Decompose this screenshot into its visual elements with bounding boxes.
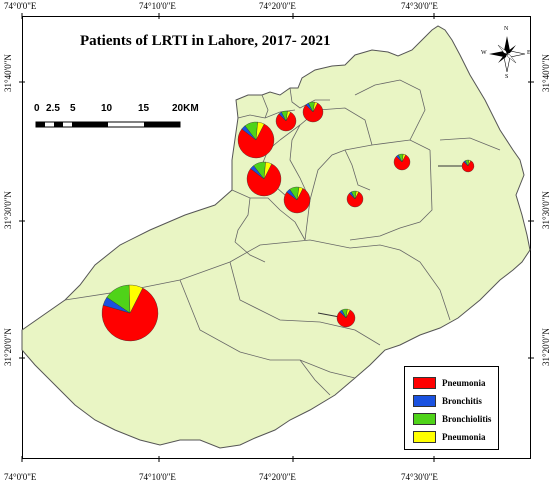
lahore-district-boundary	[21, 25, 531, 449]
north-arrow-s: S	[505, 74, 509, 80]
top-lon-label-3: 74°20'0"E	[259, 1, 296, 11]
scale-label-0: 0	[34, 103, 40, 114]
pie-charts	[101, 101, 475, 342]
map-title: Patients of LRTI in Lahore, 2017- 2021	[80, 33, 331, 49]
pie-southwest-large-slice-4	[128, 284, 143, 314]
pie-central-large-slice-1	[237, 123, 275, 159]
pie-east-3-slice-4	[354, 190, 359, 200]
scale-label-5: 5	[70, 103, 76, 114]
north-arrow	[489, 36, 526, 73]
scale-label-2-5: 2.5	[46, 103, 60, 114]
legend-swatch-pneumonia	[413, 377, 436, 389]
pie-east-1	[393, 153, 411, 171]
legend: Pneumonia Bronchitis Bronchiolitis Pneum…	[404, 366, 499, 450]
pie-east-3	[346, 190, 364, 208]
top-lon-label-1: 74°0'0"E	[4, 1, 37, 11]
north-arrow-n: N	[504, 26, 509, 32]
bottom-lon-label-4: 74°30'0"E	[401, 472, 438, 482]
legend-item-pneumonia: Pneumonia	[413, 376, 486, 390]
top-lon-label-4: 74°30'0"E	[401, 1, 438, 11]
pie-central-large	[237, 121, 275, 159]
scale-label-10: 10	[101, 103, 113, 114]
bottom-lon-label-3: 74°20'0"E	[259, 472, 296, 482]
pie-east-2-slice-4	[467, 159, 471, 167]
pie-northern-1	[275, 110, 297, 132]
pie-central-medium-slice-4	[263, 161, 272, 180]
pie-central-small-slice-4	[296, 186, 304, 201]
north-arrow-e: E	[527, 50, 531, 56]
pie-northern-1-slice-4	[285, 110, 291, 122]
legend-label-bronchitis: Bronchitis	[442, 396, 482, 406]
legend-label-bronchiolitis: Bronchiolitis	[442, 414, 492, 424]
pie-northern-2	[302, 101, 324, 123]
town-boundaries	[64, 79, 501, 396]
pie-northern-2-slice-4	[312, 101, 318, 113]
pie-central-small-slice-1	[283, 188, 311, 214]
scale-label-20km: 20KM	[172, 103, 199, 114]
pie-central-medium	[246, 161, 282, 197]
pie-central-small	[283, 186, 311, 214]
pie-southwest-large-slice-1	[101, 287, 159, 342]
pie-east-1-slice-4	[401, 153, 406, 163]
bottom-lon-label-1: 74°0'0"E	[4, 472, 37, 482]
legend-swatch-bronchiolitis	[413, 413, 436, 425]
legend-item-bronchiolitis: Bronchiolitis	[413, 412, 491, 426]
pie-central-large-slice-4	[255, 121, 265, 141]
legend-swatch-bronchitis	[413, 395, 436, 407]
pie-northern-1-slice-1	[275, 111, 297, 132]
pie-southeast	[336, 308, 356, 328]
north-arrow-w: W	[481, 50, 487, 56]
pie-southeast-slice-1	[336, 309, 356, 328]
pie-southeast-slice-4	[345, 308, 351, 319]
bottom-lon-label-2: 74°10'0"E	[139, 472, 176, 482]
legend-label-pneumonia: Pneumonia	[442, 378, 486, 388]
scale-label-15: 15	[138, 103, 150, 114]
pie-central-medium-slice-1	[246, 163, 282, 197]
legend-swatch-pneumonia-2	[413, 431, 436, 443]
pie-southwest-large	[101, 284, 159, 342]
top-lon-label-2: 74°10'0"E	[139, 1, 176, 11]
legend-item-bronchitis: Bronchitis	[413, 394, 482, 408]
frame-ticks	[19, 13, 534, 462]
pie-east-2	[461, 159, 475, 173]
pie-northern-2-slice-1	[302, 102, 324, 123]
legend-item-pneumonia-2: Pneumonia	[413, 430, 486, 444]
legend-label-pneumonia-2: Pneumonia	[442, 432, 486, 442]
scale-bar	[35, 121, 181, 128]
